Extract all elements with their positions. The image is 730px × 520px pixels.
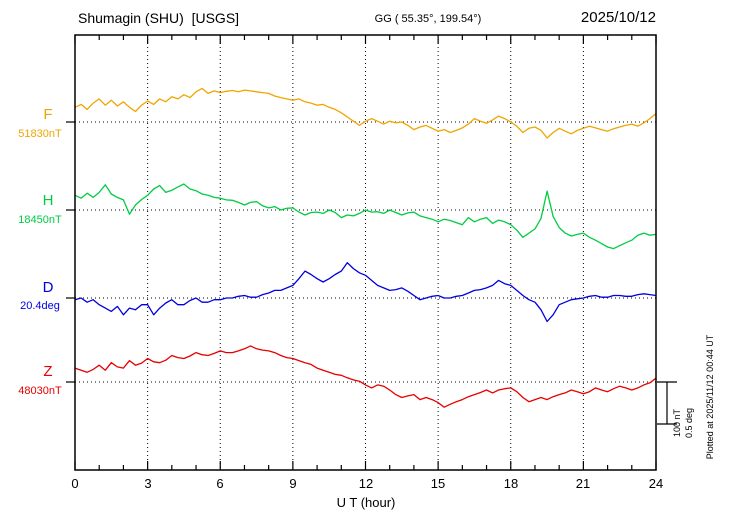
x-tick-15: 15 [430, 476, 446, 491]
series-baseline-h: 18450nT [18, 214, 62, 226]
series-baseline-d: 20.4deg [20, 300, 60, 312]
series-label-h: H [42, 192, 54, 209]
x-tick-0: 0 [71, 476, 79, 491]
series-label-z: Z [43, 363, 53, 380]
series-baseline-z: 48030nT [18, 385, 62, 397]
x-tick-3: 3 [144, 476, 152, 491]
station-title: Shumagin (SHU) [USGS] [78, 10, 240, 26]
x-tick-24: 24 [648, 476, 664, 491]
x-tick-9: 9 [289, 476, 297, 491]
geo-coordinates: GG ( 55.35°, 199.54°) [374, 13, 482, 25]
x-axis-label: U T (hour) [336, 495, 396, 510]
scalebar-nT-label: 100 nT [672, 408, 682, 438]
x-tick-6: 6 [216, 476, 224, 491]
x-tick-12: 12 [358, 476, 374, 491]
series-baseline-f: 51830nT [18, 128, 62, 140]
series-label-f: F [43, 106, 53, 123]
plotted-at-note: Plotted at 2025/11/12 00:44 UT [705, 334, 715, 460]
x-tick-18: 18 [503, 476, 519, 491]
scalebar-deg-label: 0.5 deg [684, 407, 694, 439]
series-label-d: D [42, 279, 54, 296]
plot-date: 2025/10/12 [580, 9, 656, 26]
x-tick-21: 21 [575, 476, 591, 491]
